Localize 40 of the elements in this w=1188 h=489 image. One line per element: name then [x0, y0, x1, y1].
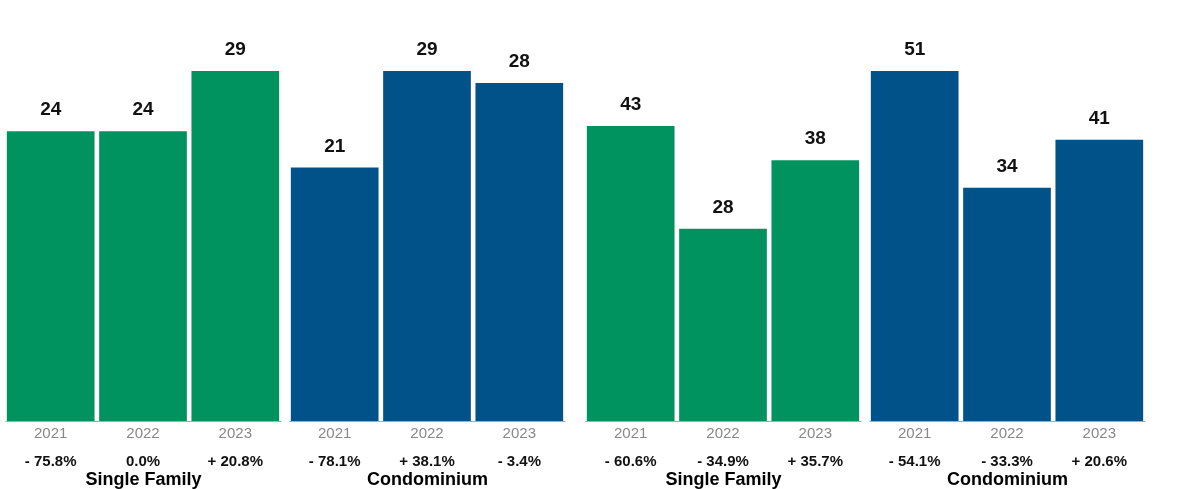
x-tick-label: 2021: [614, 423, 648, 441]
text: - 75.8%: [24, 452, 77, 469]
x-axis-title: Condominium: [367, 468, 488, 489]
x-tick-label: 2023: [798, 423, 832, 441]
x-tick-label: 2022: [126, 423, 160, 441]
data-label: 43: [620, 92, 642, 114]
x-tick-label: 2021: [898, 423, 932, 441]
text: + 20.6%: [1071, 452, 1128, 469]
data-label: 28: [508, 50, 530, 72]
text: - 78.1%: [308, 452, 361, 469]
x-tick-label: 2023: [218, 423, 252, 441]
data-label: 41: [1088, 106, 1111, 128]
x-tick-label: 2023: [502, 423, 536, 441]
text: - 33.3%: [981, 452, 1033, 469]
text: - 3.4%: [497, 452, 541, 469]
data-label: 28: [712, 195, 734, 217]
data-label: 24: [40, 98, 62, 120]
text: - 60.6%: [604, 452, 657, 469]
x-tick-label: 2022: [410, 423, 444, 441]
text: - 34.9%: [697, 452, 749, 469]
x-tick-label: 2021: [318, 423, 352, 441]
x-axis-title: Condominium: [947, 468, 1068, 489]
text: + 38.1%: [399, 452, 455, 469]
data-label: 21: [324, 134, 346, 156]
x-axis-title: Single Family: [665, 468, 782, 489]
data-label: 29: [224, 38, 246, 59]
x-tick-label: 2022: [990, 423, 1024, 441]
text: - 54.1%: [888, 452, 941, 469]
text: + 35.7%: [787, 452, 844, 469]
data-label: 38: [804, 127, 826, 149]
x-tick-label: 2023: [1082, 423, 1116, 441]
x-tick-label: 2022: [706, 423, 740, 441]
x-axis-title: Single Family: [85, 468, 202, 489]
text: 0.0%: [125, 452, 161, 469]
data-label: 34: [996, 154, 1018, 176]
text: + 20.8%: [207, 452, 264, 469]
data-label: 29: [416, 38, 438, 59]
data-label: 51: [904, 38, 926, 59]
x-tick-label: 2021: [34, 423, 68, 441]
data-label: 24: [132, 98, 154, 120]
